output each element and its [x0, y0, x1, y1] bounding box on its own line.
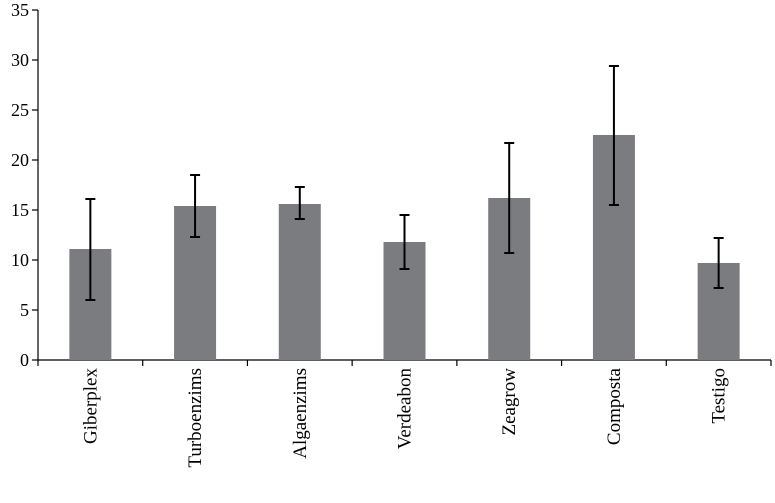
error-bars: [85, 65, 724, 301]
y-tick-label: 5: [20, 300, 29, 320]
y-tick-label: 15: [11, 200, 29, 220]
category-labels: Giberplex Turboenzims Algaenzims Verdeabon Z…: [80, 367, 729, 467]
error-bar-verdeabon: [399, 214, 410, 270]
error-bar-turboenzims: [190, 174, 201, 238]
bars: [69, 135, 740, 360]
error-bar-giberplex: [85, 198, 96, 301]
category-label-verdeabon: Verdeabon: [395, 368, 416, 450]
y-tick-label: 0: [20, 350, 29, 370]
y-axis: 0 5 10 15 20 25 30 35: [11, 0, 39, 370]
x-axis: [37, 359, 772, 366]
y-tick-label: 10: [11, 250, 29, 270]
y-tick-label: 35: [11, 0, 29, 20]
y-tick-label: 25: [11, 100, 29, 120]
error-bar-composta: [608, 65, 619, 206]
category-label-testigo: Testigo: [709, 368, 730, 424]
y-tick-label: 30: [11, 50, 29, 70]
bar-algaenzims: [278, 204, 321, 360]
error-bar-zeagrow: [504, 142, 515, 254]
category-label-composta: Composta: [604, 367, 625, 445]
category-label-giberplex: Giberplex: [80, 368, 101, 444]
error-bar-testigo: [713, 237, 724, 289]
y-tick-label: 20: [11, 150, 29, 170]
category-label-zeagrow: Zeagrow: [499, 368, 520, 436]
error-bar-algaenzims: [294, 186, 305, 220]
category-label-algaenzims: Algaenzims: [290, 368, 311, 459]
category-label-turboenzims: Turboenzims: [185, 368, 206, 468]
